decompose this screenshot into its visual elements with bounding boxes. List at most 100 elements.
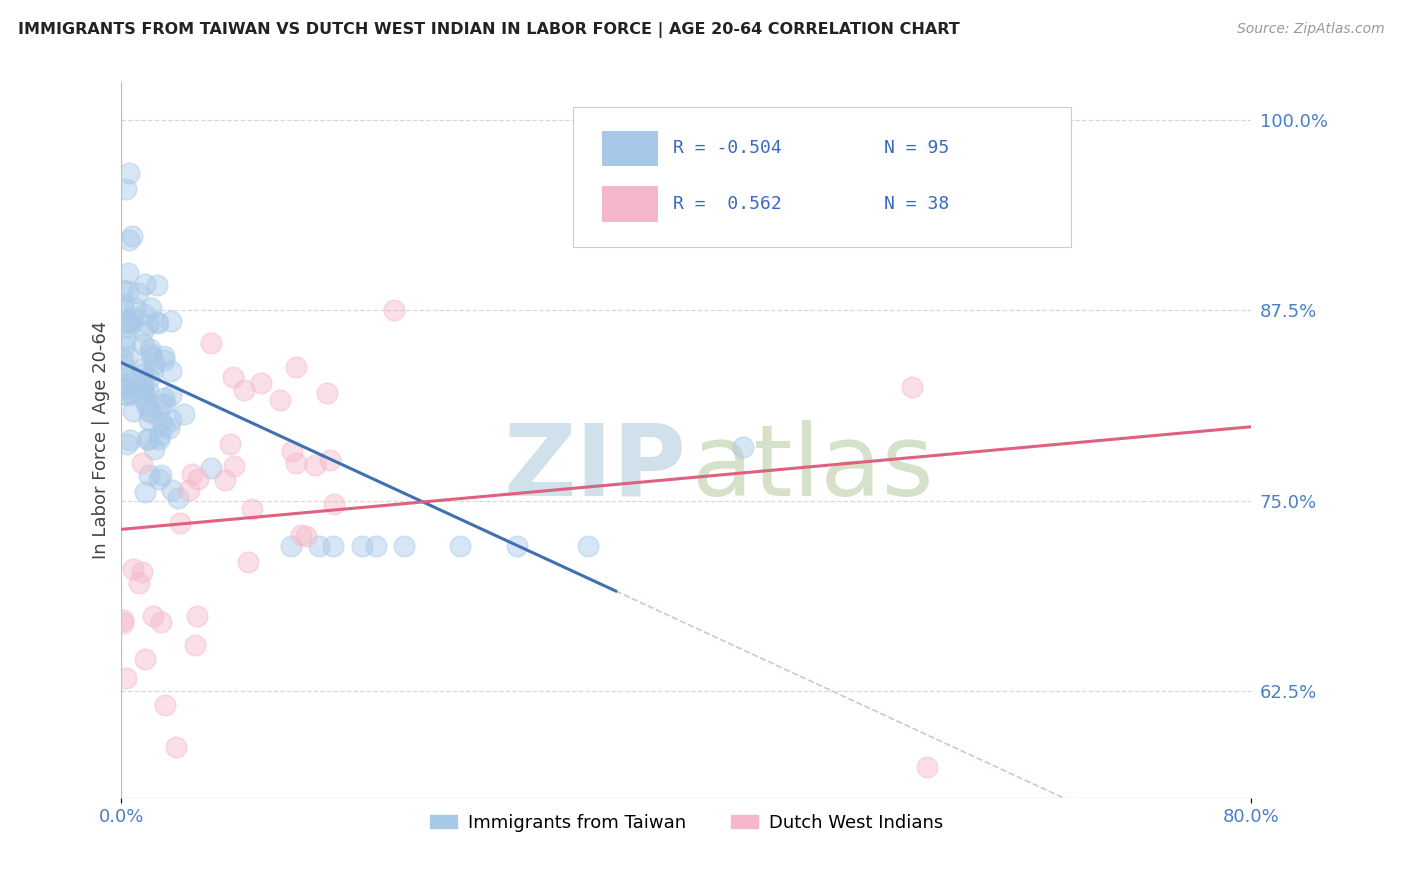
Point <box>153 349 176 363</box>
Bar <box>602 186 658 221</box>
Point <box>138 370 160 384</box>
Point <box>915 760 938 774</box>
Point <box>114 181 136 195</box>
Text: atlas: atlas <box>692 420 934 517</box>
Point <box>281 444 304 458</box>
Point <box>120 368 142 382</box>
Point <box>149 468 172 483</box>
Point <box>222 459 245 474</box>
Point <box>155 396 177 410</box>
Point <box>122 310 145 325</box>
Point <box>138 467 160 482</box>
Point <box>222 370 245 384</box>
Point <box>200 460 222 475</box>
Point <box>122 372 145 386</box>
Point <box>115 381 138 395</box>
Point <box>240 501 263 516</box>
Point <box>117 349 139 363</box>
Point <box>121 228 143 243</box>
Point <box>111 615 134 630</box>
Point <box>177 483 200 497</box>
Point <box>167 491 190 505</box>
Point <box>146 315 169 329</box>
Point <box>186 609 208 624</box>
Point <box>284 360 307 375</box>
Point <box>139 403 162 417</box>
Point <box>117 284 139 298</box>
Point <box>117 266 139 280</box>
Point <box>142 609 165 624</box>
Point <box>114 333 136 347</box>
Bar <box>602 130 658 167</box>
Point <box>131 381 153 395</box>
Point <box>118 233 141 247</box>
Point <box>124 301 146 316</box>
Point <box>131 457 153 471</box>
Point <box>142 357 165 371</box>
Point <box>449 540 471 554</box>
Point <box>120 434 142 448</box>
Text: R =  0.562: R = 0.562 <box>673 194 782 212</box>
Point <box>111 300 134 314</box>
Point <box>232 383 254 397</box>
Point <box>236 555 259 569</box>
Point <box>134 393 156 408</box>
Text: R = -0.504: R = -0.504 <box>673 139 782 158</box>
Point <box>132 307 155 321</box>
Point <box>148 432 170 446</box>
Point <box>294 529 316 543</box>
Point <box>280 540 302 554</box>
Point <box>111 358 134 372</box>
Point <box>127 286 149 301</box>
Point <box>120 315 142 329</box>
Point <box>138 413 160 427</box>
Point <box>112 338 135 352</box>
Point <box>153 391 176 405</box>
Point <box>187 472 209 486</box>
Point <box>128 379 150 393</box>
Point <box>111 351 134 366</box>
Point <box>308 540 330 554</box>
Point <box>364 540 387 554</box>
Point <box>322 540 344 554</box>
Point <box>149 615 172 630</box>
Point <box>138 346 160 360</box>
Point <box>160 483 183 497</box>
Point <box>350 540 373 554</box>
Point <box>138 432 160 446</box>
Point <box>128 575 150 590</box>
Point <box>576 540 599 554</box>
Point <box>319 453 342 467</box>
Point <box>731 441 754 455</box>
Point <box>181 467 204 482</box>
Point <box>114 387 136 401</box>
Point <box>139 342 162 356</box>
Point <box>112 613 135 627</box>
Point <box>134 484 156 499</box>
Y-axis label: In Labor Force | Age 20-64: In Labor Force | Age 20-64 <box>93 321 110 559</box>
Point <box>214 473 236 487</box>
Point <box>138 405 160 419</box>
Point <box>173 407 195 421</box>
Point <box>153 418 176 433</box>
Point <box>146 316 169 330</box>
Point <box>136 399 159 413</box>
Point <box>392 540 415 554</box>
FancyBboxPatch shape <box>574 107 1070 246</box>
Point <box>122 403 145 417</box>
Text: N = 38: N = 38 <box>884 194 949 212</box>
Point <box>285 456 308 470</box>
Point <box>138 317 160 331</box>
Text: N = 95: N = 95 <box>884 139 949 158</box>
Legend: Immigrants from Taiwan, Dutch West Indians: Immigrants from Taiwan, Dutch West India… <box>423 806 950 838</box>
Point <box>160 413 183 427</box>
Point <box>134 652 156 666</box>
Text: Source: ZipAtlas.com: Source: ZipAtlas.com <box>1237 22 1385 37</box>
Point <box>132 384 155 398</box>
Point <box>132 388 155 402</box>
Point <box>111 283 134 297</box>
Point <box>115 437 138 451</box>
Point <box>121 387 143 401</box>
Point <box>131 367 153 381</box>
Point <box>115 671 138 685</box>
